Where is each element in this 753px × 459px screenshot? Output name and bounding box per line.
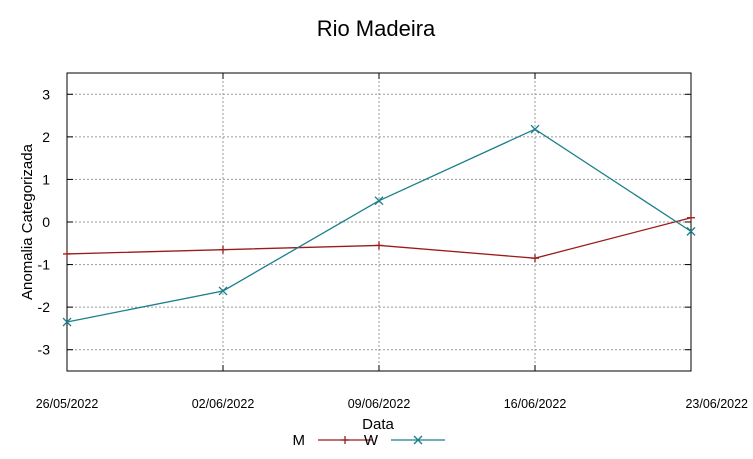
data-point xyxy=(374,196,384,206)
series-layer xyxy=(62,124,696,327)
data-point xyxy=(530,124,540,134)
legend-swatch-marker xyxy=(341,436,349,444)
legend-label: M xyxy=(293,432,306,449)
y-axis-label: Anomalia Categorizada xyxy=(19,143,36,300)
data-point xyxy=(686,226,696,236)
y-axis: -3 -2 -1 0 1 2 3 xyxy=(38,86,691,358)
x-tick-label: 23/06/2022 xyxy=(685,397,748,411)
legend-item-W: W xyxy=(364,432,445,449)
x-axis-label: Data xyxy=(362,416,394,433)
y-tick-label: -2 xyxy=(38,299,51,315)
series-W xyxy=(62,124,696,327)
legend-item-M: M xyxy=(293,432,372,449)
legend-swatch-marker xyxy=(413,435,423,445)
data-point xyxy=(375,241,383,250)
x-tick-label: 09/06/2022 xyxy=(348,397,411,411)
x-tick-label: 26/05/2022 xyxy=(36,397,99,411)
y-tick-label: 1 xyxy=(42,171,50,187)
data-point xyxy=(218,286,228,296)
chart-title: Rio Madeira xyxy=(317,16,436,41)
y-tick-label: 3 xyxy=(42,86,50,102)
data-point xyxy=(531,254,539,263)
y-tick-label: -3 xyxy=(38,342,51,358)
legend-label: W xyxy=(364,432,379,449)
y-tick-label: 0 xyxy=(42,214,50,230)
data-point xyxy=(63,249,71,258)
data-point xyxy=(219,245,227,254)
x-axis: 26/05/2022 02/06/2022 09/06/2022 16/06/2022… xyxy=(36,73,748,411)
x-tick-label: 16/06/2022 xyxy=(504,397,567,411)
y-tick-label: -1 xyxy=(38,257,51,273)
data-point xyxy=(62,317,72,327)
y-tick-label: 2 xyxy=(42,129,50,145)
x-tick-label: 02/06/2022 xyxy=(192,397,255,411)
grid xyxy=(67,73,691,371)
series-M xyxy=(63,213,695,263)
data-point xyxy=(687,213,695,222)
